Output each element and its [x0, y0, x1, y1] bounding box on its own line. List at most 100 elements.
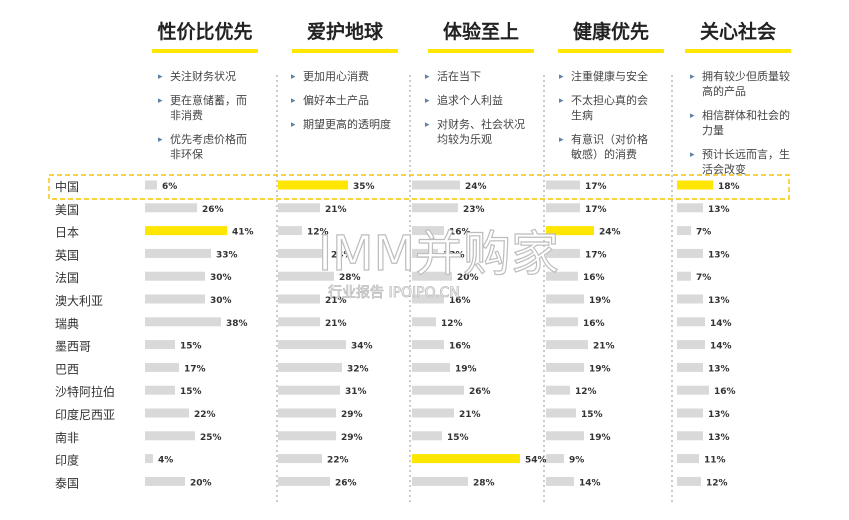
- value-label: 21%: [593, 342, 615, 352]
- bullet-arrow-icon: ▸: [291, 72, 296, 82]
- column-title-underline: [152, 49, 258, 53]
- country-label: 墨西哥: [55, 340, 91, 354]
- bar: [278, 340, 346, 350]
- bar: [278, 408, 336, 418]
- bar: [278, 226, 302, 236]
- bar: [412, 476, 468, 486]
- country-label: 中国: [55, 179, 79, 194]
- bar: [145, 385, 175, 395]
- country-label: 南非: [55, 430, 79, 445]
- bar: [677, 408, 703, 418]
- column-titles: 性价比优先 爱护地球 体验至上 健康优先 关心社会: [152, 20, 791, 53]
- value-label: 18%: [718, 182, 740, 192]
- value-label: 12%: [575, 387, 597, 397]
- bullet-text: 期望更高的透明度: [303, 117, 391, 131]
- bar: [278, 294, 320, 304]
- watermark-sub: 行业报告 IPOIPO.CN: [328, 285, 460, 301]
- bullet-text: 拥有较少但质量较: [702, 69, 790, 83]
- bar: [546, 385, 570, 395]
- column-title: 健康优先: [573, 20, 649, 43]
- value-label: 26%: [469, 387, 491, 397]
- bar: [677, 317, 705, 327]
- bar: [412, 362, 450, 372]
- value-label: 35%: [353, 182, 375, 192]
- value-label: 7%: [696, 228, 711, 238]
- bullet-arrow-icon: ▸: [690, 150, 695, 160]
- column-title: 性价比优先: [157, 20, 252, 43]
- bullet-arrow-icon: ▸: [559, 72, 564, 82]
- column-title-underline: [428, 49, 534, 53]
- bullet-text: 注重健康与安全: [571, 69, 648, 83]
- bullet-text: 非环保: [170, 147, 203, 161]
- bullet-text: 优先考虑价格而: [170, 132, 247, 146]
- bullet-text: 更在意储蓄，而: [170, 93, 247, 107]
- bar: [677, 294, 703, 304]
- value-label: 38%: [226, 319, 248, 329]
- bullet-text: 有意识（对价格: [571, 132, 648, 146]
- bar: [546, 317, 578, 327]
- bar: [677, 362, 703, 372]
- country-label: 美国: [55, 203, 79, 217]
- bar: [677, 340, 705, 350]
- value-label: 16%: [583, 273, 605, 283]
- value-label: 21%: [325, 296, 347, 306]
- bar: [412, 431, 442, 441]
- value-label: 12%: [441, 319, 463, 329]
- country-label: 瑞典: [55, 317, 79, 331]
- value-label: 17%: [184, 364, 206, 374]
- bullet-text: 活会改变: [702, 162, 746, 176]
- bar: [412, 226, 444, 236]
- bar: [278, 271, 334, 281]
- value-label: 30%: [210, 273, 232, 283]
- watermark-main: IMM并购家: [318, 226, 559, 282]
- bar: [546, 362, 584, 372]
- bar: [677, 248, 703, 258]
- bar: [278, 385, 340, 395]
- bar: [412, 271, 452, 281]
- value-label: 7%: [696, 273, 711, 283]
- bar: [278, 180, 348, 190]
- bullet-text: 追求个人利益: [437, 93, 503, 107]
- bullet-arrow-icon: ▸: [690, 72, 695, 82]
- value-label: 16%: [449, 342, 471, 352]
- value-label: 16%: [449, 228, 471, 238]
- value-label: 15%: [180, 342, 202, 352]
- bar: [278, 248, 326, 258]
- value-label: 21%: [325, 319, 347, 329]
- bar: [677, 385, 709, 395]
- china-highlight-box: [48, 174, 790, 200]
- column-title-underline: [292, 49, 398, 53]
- country-label: 澳大利亚: [55, 294, 103, 308]
- bar: [546, 340, 588, 350]
- value-label: 21%: [459, 410, 481, 420]
- value-label: 15%: [581, 410, 603, 420]
- highlight-row-box: [48, 174, 790, 200]
- bullet-arrow-icon: ▸: [425, 120, 430, 130]
- bullet-text: 相信群体和社会的: [702, 108, 790, 122]
- value-label: 17%: [585, 205, 607, 215]
- bar: [412, 180, 460, 190]
- bar: [677, 180, 713, 190]
- column-dividers: [276, 75, 673, 505]
- bars: 6% 26% 41% 33% 30% 30% 38% 15% 17% 15% 22% 25% 4% 20%…: [145, 180, 740, 488]
- bar: [278, 476, 330, 486]
- value-label: 26%: [335, 478, 357, 488]
- value-label: 13%: [708, 410, 730, 420]
- value-label: 12%: [307, 228, 329, 238]
- value-label: 23%: [463, 205, 485, 215]
- country-label: 印度尼西亚: [55, 407, 115, 422]
- value-label: 17%: [585, 182, 607, 192]
- value-label: 33%: [216, 250, 238, 260]
- bullet-arrow-icon: ▸: [158, 135, 163, 145]
- value-label: 12%: [706, 478, 728, 488]
- bullet-text: 偏好本土产品: [303, 93, 369, 107]
- bullet-arrow-icon: ▸: [559, 96, 564, 106]
- value-label: 13%: [708, 364, 730, 374]
- value-label: 16%: [583, 319, 605, 329]
- bullet-arrow-icon: ▸: [559, 135, 564, 145]
- bullet-text: 力量: [702, 124, 724, 137]
- value-label: 19%: [589, 433, 611, 443]
- country-label: 泰国: [55, 476, 79, 490]
- value-label: 13%: [708, 250, 730, 260]
